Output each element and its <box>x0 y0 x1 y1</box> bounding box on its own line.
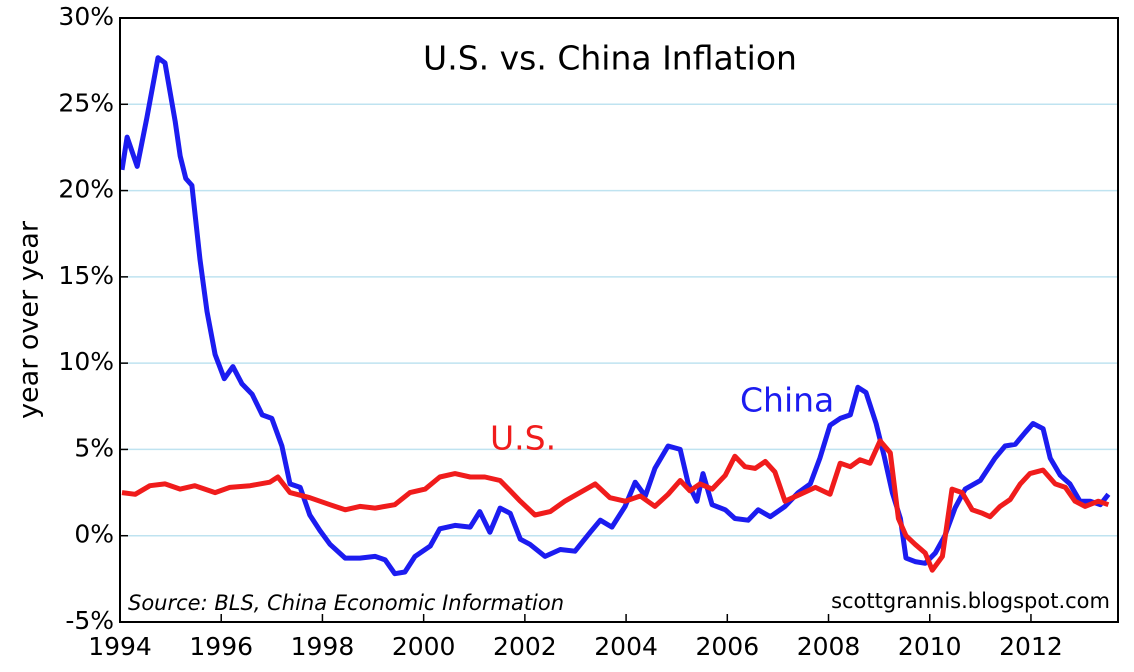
y-tick-label: 15% <box>58 261 114 290</box>
x-tick-label: 2000 <box>392 632 456 661</box>
y-axis-label: year over year <box>14 220 45 419</box>
x-tick-label: 2006 <box>695 632 759 661</box>
x-tick-label: 1996 <box>189 632 253 661</box>
series-line <box>119 55 1111 577</box>
y-tick-label: -5% <box>65 606 114 635</box>
x-tick-label: 2004 <box>594 632 658 661</box>
x-tick-label: 2002 <box>493 632 557 661</box>
plot-frame <box>119 17 1119 623</box>
source-note: Source: BLS, China Economic Information <box>128 591 564 615</box>
y-tick-label: 5% <box>74 433 114 462</box>
y-tick-label: 10% <box>58 347 114 376</box>
x-tick-label: 1994 <box>88 632 152 661</box>
y-tick-label: 20% <box>58 175 114 204</box>
series-line <box>121 438 1110 573</box>
y-tick-label: 30% <box>58 2 114 31</box>
series-label: U.S. <box>490 419 556 458</box>
series-label: China <box>740 381 834 420</box>
y-tick-label: 0% <box>74 520 114 549</box>
x-tick-label: 2012 <box>999 632 1063 661</box>
x-tick-label: 2008 <box>797 632 861 661</box>
x-tick-label: 1998 <box>291 632 355 661</box>
x-tick-label: 2010 <box>898 632 962 661</box>
chart-title: U.S. vs. China Inflation <box>423 39 797 78</box>
y-tick-label: 25% <box>58 88 114 117</box>
credit-note: scottgrannis.blogspot.com <box>831 589 1110 613</box>
